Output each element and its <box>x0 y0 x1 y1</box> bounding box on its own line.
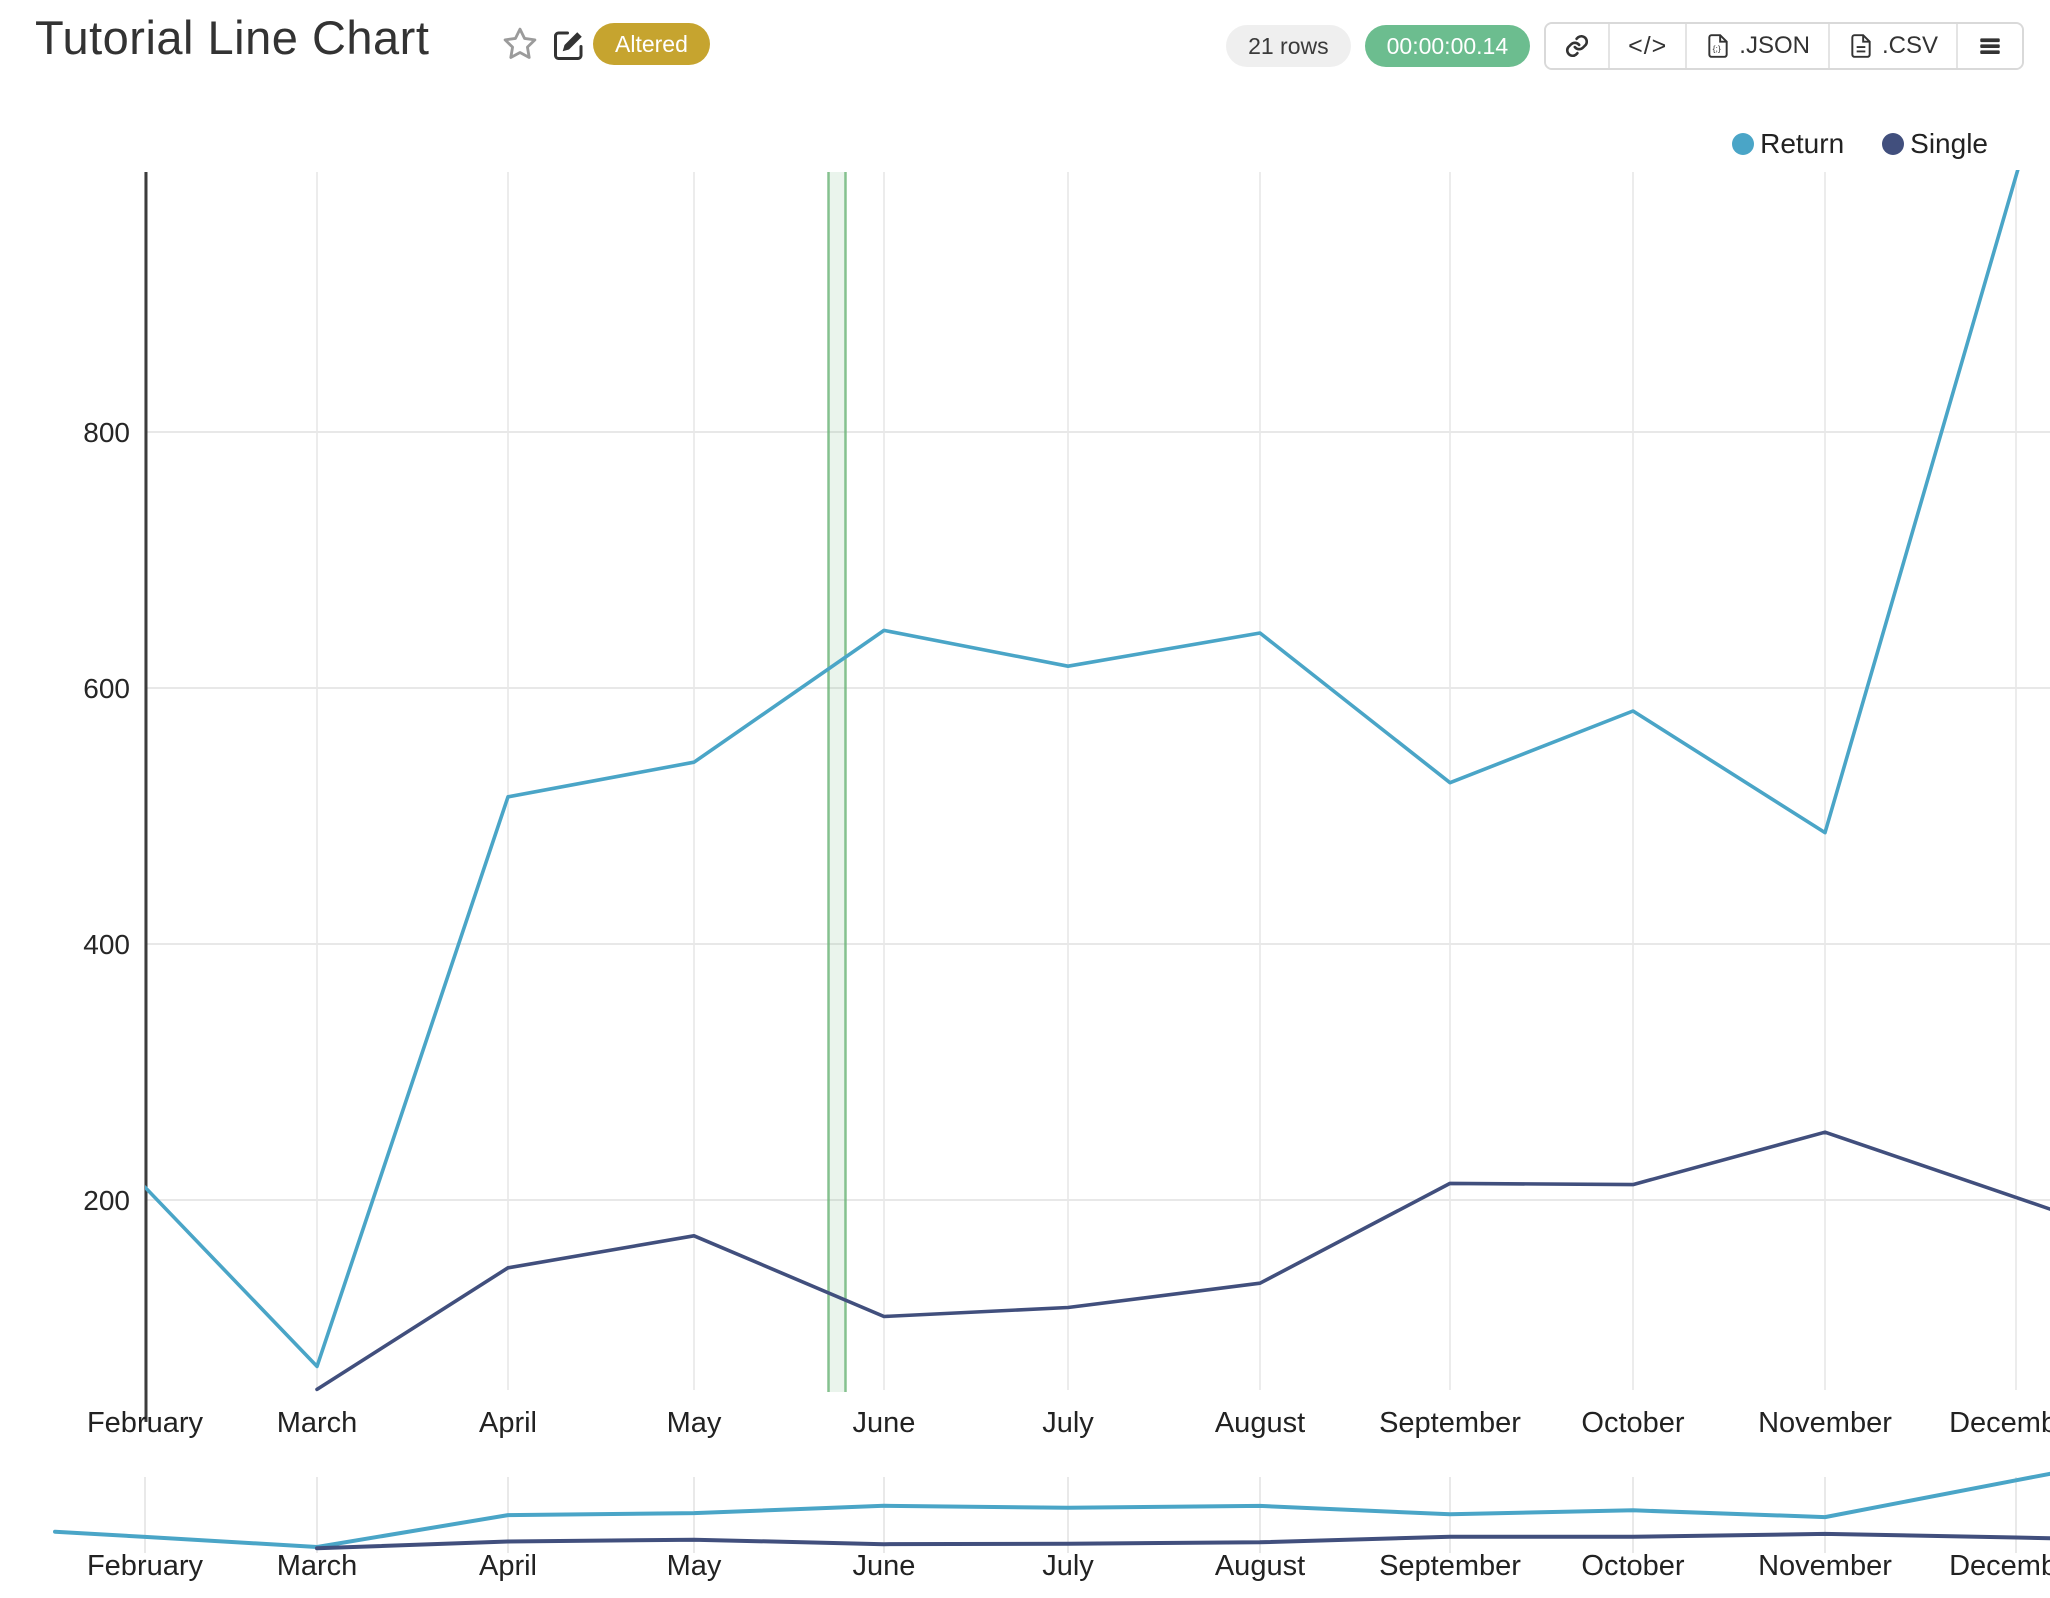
legend-dot-return <box>1732 133 1755 155</box>
altered-badge: Altered <box>593 23 710 65</box>
svg-text:May: May <box>667 1407 722 1439</box>
link-icon <box>1566 34 1589 58</box>
row-count-badge: 21 rows <box>1226 25 1351 67</box>
y-axis-labels: 200 400 600 800 <box>83 417 130 1216</box>
svg-text:August: August <box>1215 1550 1305 1582</box>
series-line-return[interactable] <box>145 59 2050 1369</box>
svg-text:February: February <box>87 1407 204 1439</box>
svg-text:October: October <box>1581 1407 1684 1439</box>
svg-text:May: May <box>667 1550 722 1582</box>
svg-text:December: December <box>1949 1550 2050 1582</box>
download-csv-button[interactable]: .CSV <box>1827 24 1956 68</box>
svg-text:July: July <box>1042 1550 1094 1582</box>
svg-text:March: March <box>277 1550 358 1582</box>
svg-text:November: November <box>1758 1407 1892 1439</box>
svg-text:August: August <box>1215 1407 1305 1439</box>
svg-text:200: 200 <box>83 1185 130 1216</box>
page-title: Tutorial Line Chart <box>35 11 430 64</box>
export-button-group: </> {;} .JSON .CSV <box>1544 22 2024 70</box>
svg-text:April: April <box>479 1407 537 1439</box>
download-csv-label: .CSV <box>1881 32 1938 59</box>
range-slider-line-single <box>315 1531 2050 1551</box>
svg-text:September: September <box>1379 1550 1521 1582</box>
code-icon: </> <box>1628 31 1668 60</box>
series-lines <box>145 59 2050 1392</box>
svg-text:400: 400 <box>83 929 130 960</box>
svg-text:September: September <box>1379 1407 1521 1439</box>
chart-legend: Return Single <box>1732 128 1988 160</box>
svg-text:March: March <box>277 1407 358 1439</box>
svg-text:June: June <box>853 1550 916 1582</box>
edit-icon[interactable] <box>551 27 587 63</box>
legend-item-single[interactable]: Single <box>1882 128 1988 160</box>
favorite-star-icon[interactable] <box>501 25 539 63</box>
svg-text:February: February <box>87 1550 204 1582</box>
download-json-label: .JSON <box>1739 32 1810 59</box>
query-timer-badge: 00:00:00.14 <box>1364 25 1531 67</box>
range-slider-chart[interactable]: February March April May June July August Septe… <box>53 1471 2050 1582</box>
grid <box>144 172 2050 1390</box>
svg-text:June: June <box>853 1407 916 1439</box>
svg-text:{;}: {;} <box>1713 43 1721 53</box>
menu-icon <box>1980 38 2000 55</box>
result-controls: 21 rows 00:00:00.14 </> {;} .JSON <box>1226 22 2024 70</box>
copy-link-button[interactable] <box>1546 24 1609 68</box>
svg-text:600: 600 <box>83 673 130 704</box>
legend-dot-single <box>1882 133 1905 155</box>
download-json-button[interactable]: {;} .JSON <box>1685 24 1828 68</box>
highlight-band <box>827 172 847 1392</box>
json-file-icon: {;} <box>1708 34 1728 58</box>
legend-item-return[interactable]: Return <box>1732 128 1844 160</box>
series-line-single[interactable] <box>315 1130 2050 1392</box>
embed-code-button[interactable]: </> <box>1608 24 1686 68</box>
x-axis-labels: February March April May June July August Septe… <box>87 1407 2050 1439</box>
csv-file-icon <box>1851 34 1871 58</box>
svg-text:October: October <box>1581 1550 1684 1582</box>
svg-text:July: July <box>1042 1407 1094 1439</box>
svg-text:April: April <box>479 1550 537 1582</box>
legend-label-return: Return <box>1760 128 1845 159</box>
svg-text:December: December <box>1949 1407 2050 1439</box>
svg-text:800: 800 <box>83 417 130 448</box>
svg-text:November: November <box>1758 1550 1892 1582</box>
more-options-button[interactable] <box>1956 24 2022 68</box>
legend-label-single: Single <box>1910 128 1988 159</box>
